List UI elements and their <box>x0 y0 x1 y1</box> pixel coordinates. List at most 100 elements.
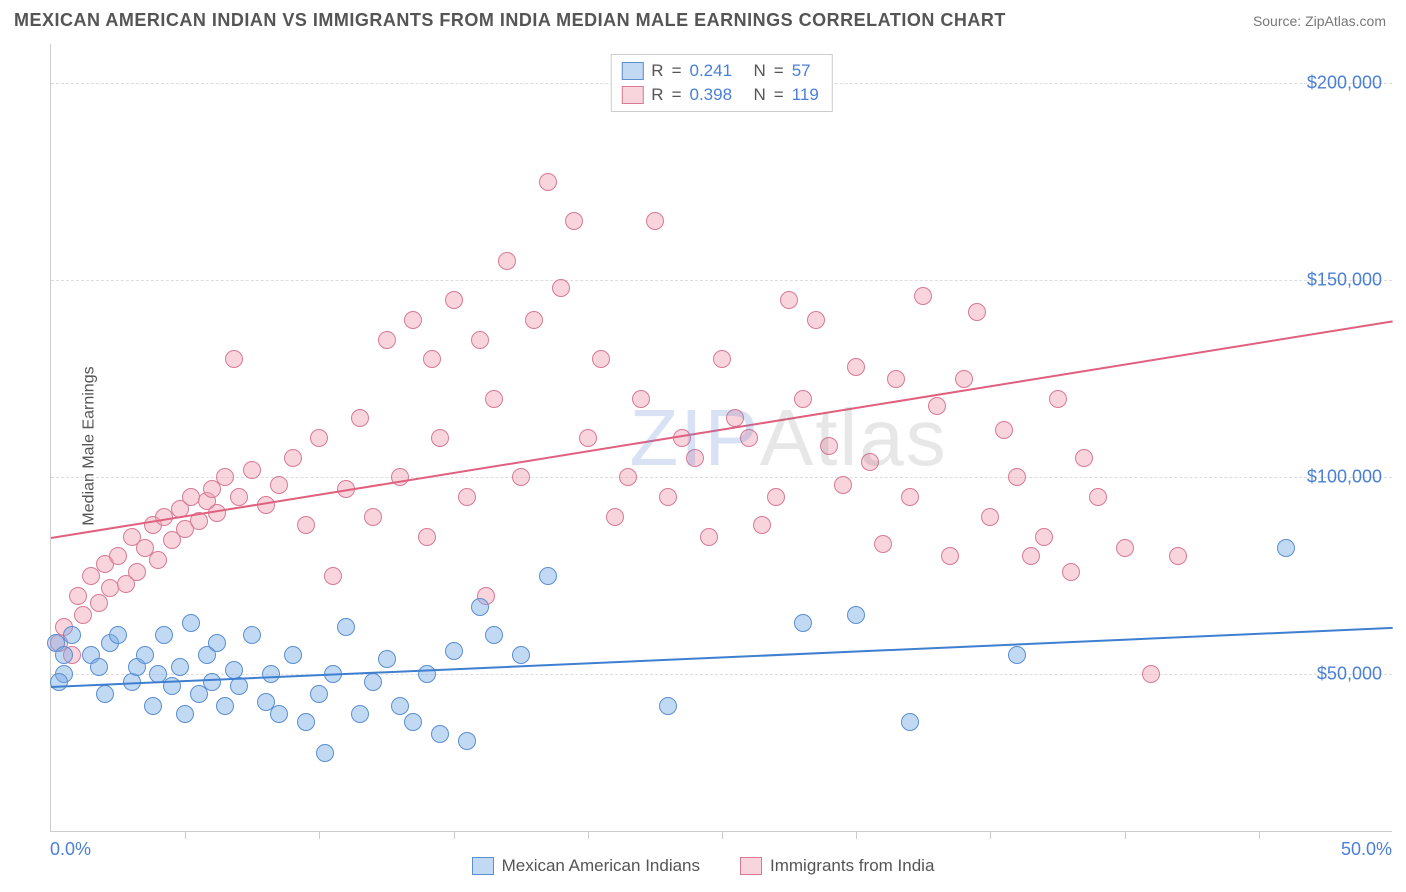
data-point-b <box>149 551 167 569</box>
data-point-b <box>847 358 865 376</box>
data-point-a <box>50 673 68 691</box>
y-tick-label: $50,000 <box>1317 664 1382 685</box>
data-point-a <box>404 713 422 731</box>
data-point-b <box>182 488 200 506</box>
x-tick <box>454 831 455 839</box>
data-point-a <box>445 642 463 660</box>
data-point-b <box>243 461 261 479</box>
data-point-a <box>144 697 162 715</box>
data-point-a <box>216 697 234 715</box>
legend: Mexican American Indians Immigrants from… <box>0 856 1406 876</box>
data-point-b <box>69 587 87 605</box>
data-point-a <box>284 646 302 664</box>
data-point-b <box>780 291 798 309</box>
gridline <box>51 280 1392 281</box>
data-point-a <box>431 725 449 743</box>
swatch-b <box>621 86 643 104</box>
y-tick-label: $100,000 <box>1307 467 1382 488</box>
data-point-a <box>136 646 154 664</box>
stats-box: R = 0.241 N = 57 R = 0.398 N = 119 <box>610 54 832 112</box>
data-point-b <box>592 350 610 368</box>
data-point-b <box>887 370 905 388</box>
data-point-b <box>981 508 999 526</box>
data-point-b <box>351 409 369 427</box>
data-point-a <box>270 705 288 723</box>
data-point-b <box>767 488 785 506</box>
data-point-b <box>1075 449 1093 467</box>
data-point-a <box>310 685 328 703</box>
data-point-b <box>928 397 946 415</box>
legend-item-b: Immigrants from India <box>740 856 934 876</box>
data-point-b <box>458 488 476 506</box>
data-point-a <box>109 626 127 644</box>
data-point-b <box>901 488 919 506</box>
data-point-b <box>606 508 624 526</box>
y-tick-label: $150,000 <box>1307 270 1382 291</box>
data-point-b <box>297 516 315 534</box>
data-point-a <box>203 673 221 691</box>
data-point-b <box>565 212 583 230</box>
data-point-a <box>1277 539 1295 557</box>
stats-row-b: R = 0.398 N = 119 <box>621 83 821 107</box>
data-point-a <box>155 626 173 644</box>
data-point-b <box>1062 563 1080 581</box>
data-point-b <box>539 173 557 191</box>
data-point-a <box>391 697 409 715</box>
data-point-b <box>834 476 852 494</box>
data-point-b <box>485 390 503 408</box>
data-point-a <box>364 673 382 691</box>
data-point-a <box>659 697 677 715</box>
data-point-b <box>686 449 704 467</box>
data-point-b <box>364 508 382 526</box>
data-point-a <box>90 658 108 676</box>
data-point-b <box>90 594 108 612</box>
data-point-b <box>700 528 718 546</box>
data-point-b <box>498 252 516 270</box>
data-point-b <box>512 468 530 486</box>
data-point-a <box>55 646 73 664</box>
data-point-a <box>63 626 81 644</box>
data-point-b <box>820 437 838 455</box>
data-point-a <box>351 705 369 723</box>
legend-label-a: Mexican American Indians <box>502 856 700 876</box>
x-tick <box>1259 831 1260 839</box>
x-tick <box>990 831 991 839</box>
legend-label-b: Immigrants from India <box>770 856 934 876</box>
data-point-b <box>753 516 771 534</box>
data-point-b <box>378 331 396 349</box>
data-point-b <box>445 291 463 309</box>
data-point-a <box>176 705 194 723</box>
chart-header: MEXICAN AMERICAN INDIAN VS IMMIGRANTS FR… <box>0 0 1406 37</box>
data-point-b <box>659 488 677 506</box>
data-point-a <box>539 567 557 585</box>
data-point-b <box>74 606 92 624</box>
data-point-b <box>1035 528 1053 546</box>
data-point-b <box>284 449 302 467</box>
legend-swatch-b <box>740 857 762 875</box>
stats-row-a: R = 0.241 N = 57 <box>621 59 821 83</box>
data-point-b <box>1008 468 1026 486</box>
data-point-b <box>216 468 234 486</box>
legend-swatch-a <box>472 857 494 875</box>
data-point-a <box>243 626 261 644</box>
data-point-b <box>225 350 243 368</box>
data-point-a <box>297 713 315 731</box>
data-point-b <box>128 563 146 581</box>
data-point-b <box>431 429 449 447</box>
data-point-b <box>1116 539 1134 557</box>
chart-title: MEXICAN AMERICAN INDIAN VS IMMIGRANTS FR… <box>14 10 1006 31</box>
data-point-a <box>458 732 476 750</box>
data-point-a <box>1008 646 1026 664</box>
data-point-a <box>182 614 200 632</box>
data-point-a <box>847 606 865 624</box>
data-point-a <box>337 618 355 636</box>
data-point-a <box>418 665 436 683</box>
gridline <box>51 674 1392 675</box>
data-point-b <box>404 311 422 329</box>
data-point-b <box>310 429 328 447</box>
x-tick <box>588 831 589 839</box>
x-tick <box>185 831 186 839</box>
data-point-a <box>208 634 226 652</box>
data-point-b <box>941 547 959 565</box>
data-point-b <box>324 567 342 585</box>
